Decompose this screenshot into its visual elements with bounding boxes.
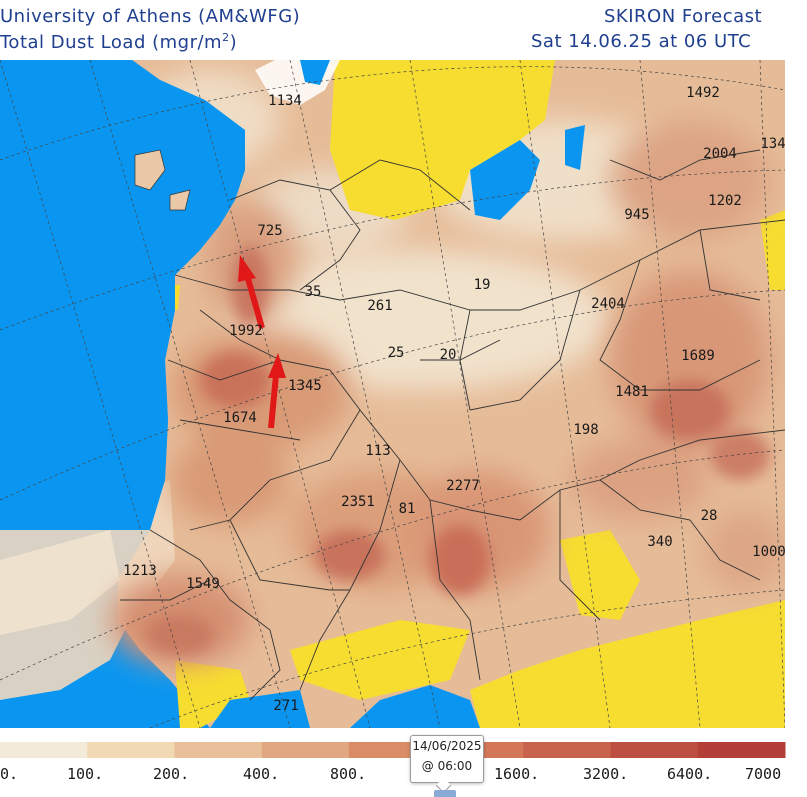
island-west (134, 149, 166, 191)
map-value-label: 945 (624, 207, 649, 223)
map-value-label: 340 (647, 534, 672, 550)
legend-label: 0. (0, 765, 18, 783)
atlantic-ocean (0, 60, 245, 530)
map-value-label: 28 (701, 508, 718, 524)
map-value-label: 1202 (708, 193, 742, 209)
map-value-label: 198 (573, 422, 598, 438)
map-value-label: 35 (305, 284, 322, 300)
map-value-label: 25 (388, 345, 405, 361)
legend-label: 100. (67, 765, 103, 783)
legend-swatches (0, 742, 786, 758)
legend-label: 6400. (667, 765, 712, 783)
header-valid-time: Sat 14.06.25 at 06 UTC (531, 31, 752, 52)
north-sea-inlet (300, 60, 330, 85)
map-value-label: 2351 (341, 494, 375, 510)
map-value-label: 1549 (186, 576, 220, 592)
map-value-label: 1992 (229, 323, 263, 339)
legend-swatch (261, 742, 350, 758)
island-small (169, 189, 191, 211)
map-value-label: 2404 (591, 296, 625, 312)
color-legend: 0. 100. 200. 400. 800. 1600. 3200. 6400. 7000 (0, 742, 786, 783)
dust-load-map: 1134 1492 2004 134 945 1202 725 35 261 19 2404 1992… (0, 60, 785, 728)
header-variable-text: Total Dust Load (mgr/m (0, 32, 223, 53)
map-value-label: 1213 (123, 563, 157, 579)
country-borders (120, 149, 785, 701)
header-unit-superscript: 2 (222, 31, 230, 44)
legend-label: 400. (243, 765, 279, 783)
map-value-label: 19 (474, 277, 491, 293)
header-title: University of Athens (AM&WFG) (0, 6, 301, 27)
header-model-name: SKIRON Forecast (604, 6, 763, 27)
map-value-label: 1492 (686, 85, 720, 101)
timeline-slider-handle[interactable] (434, 790, 456, 797)
map-value-label: 134 (760, 136, 785, 152)
map-value-label: 271 (273, 698, 298, 714)
legend-label: 3200. (583, 765, 628, 783)
legend-swatch (174, 742, 263, 758)
timeline-tooltip: 14/06/2025 @ 06:00 (410, 735, 484, 783)
map-value-label: 113 (365, 443, 390, 459)
legend-swatch (0, 742, 88, 758)
map-value-label: 725 (257, 223, 282, 239)
south-coast-water (210, 690, 310, 728)
atlantic-light-plume (0, 530, 120, 635)
map-value-label: 81 (399, 501, 416, 517)
tooltip-time: @ 06:00 (421, 759, 473, 773)
tooltip-date: 14/06/2025 (412, 739, 482, 753)
legend-swatch (697, 742, 786, 758)
legend-swatch (610, 742, 699, 758)
map-value-label: 1134 (268, 93, 302, 109)
legend-label: 800. (330, 765, 366, 783)
caspian-sea (565, 125, 585, 170)
legend-swatch (523, 742, 612, 758)
map-value-label: 1481 (615, 384, 649, 400)
arrow-head-north (238, 255, 256, 282)
header-variable-close: ) (229, 32, 238, 53)
legend-labels: 0. 100. 200. 400. 800. 1600. 3200. 6400. 7000 (0, 765, 781, 783)
map-value-label: 1000 (752, 544, 785, 560)
map-value-label: 261 (367, 298, 392, 314)
arrow-head-south (268, 353, 286, 378)
header-variable: Total Dust Load (mgr/m2) (0, 31, 237, 53)
map-value-label: 1689 (681, 348, 715, 364)
legend-label: 7000 (745, 765, 781, 783)
legend-label: 1600. (494, 765, 539, 783)
map-value-label: 2277 (446, 478, 480, 494)
gulf-water (350, 685, 480, 728)
map-value-label: 1345 (288, 378, 322, 394)
map-value-labels: 1134 1492 2004 134 945 1202 725 35 261 19 2404 1992… (123, 85, 785, 714)
legend-label: 200. (153, 765, 189, 783)
map-value-label: 1674 (223, 410, 257, 426)
graticule (0, 60, 785, 728)
black-sea (470, 140, 540, 220)
map-value-label: 2004 (703, 146, 737, 162)
legend-swatch (87, 742, 175, 758)
map-value-label: 20 (440, 347, 457, 363)
annotation-arrows (238, 255, 286, 429)
